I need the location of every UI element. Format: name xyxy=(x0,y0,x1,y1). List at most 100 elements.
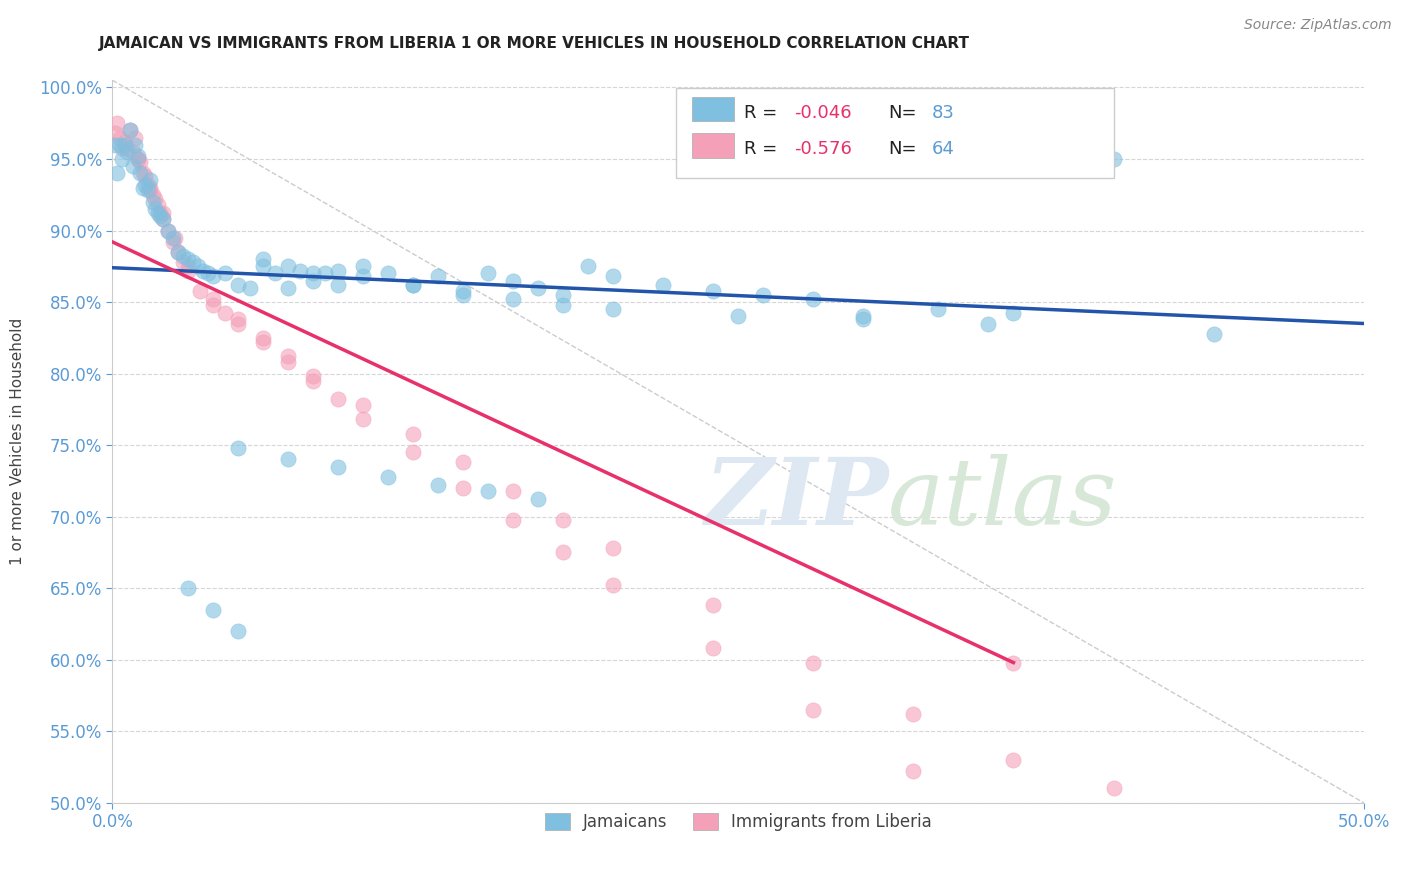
Point xyxy=(118,123,141,137)
Point xyxy=(176,260,198,274)
Point xyxy=(551,545,574,559)
Point xyxy=(477,483,499,498)
Point xyxy=(277,355,299,369)
Point xyxy=(121,145,143,159)
Point xyxy=(852,312,875,326)
Point xyxy=(1002,753,1025,767)
Point xyxy=(134,178,156,192)
Point xyxy=(314,267,336,281)
Point xyxy=(114,135,136,149)
Point xyxy=(152,206,174,220)
Point xyxy=(426,478,449,492)
Point xyxy=(117,140,139,154)
Point xyxy=(127,152,149,166)
Point xyxy=(1102,152,1125,166)
Point xyxy=(239,281,262,295)
Point xyxy=(602,302,624,317)
Point xyxy=(124,130,146,145)
Point xyxy=(801,656,824,670)
Point xyxy=(551,288,574,302)
Point xyxy=(377,267,399,281)
Point xyxy=(903,764,925,779)
Point xyxy=(226,277,249,292)
Point xyxy=(1202,326,1225,341)
Text: Source: ZipAtlas.com: Source: ZipAtlas.com xyxy=(1244,18,1392,32)
Point xyxy=(352,260,374,274)
Point xyxy=(146,206,169,220)
Point xyxy=(352,269,374,284)
Point xyxy=(277,281,299,295)
Point xyxy=(451,455,474,469)
Point xyxy=(176,581,198,595)
Point xyxy=(502,292,524,306)
Point xyxy=(141,187,163,202)
Point xyxy=(176,252,198,266)
Point xyxy=(326,459,349,474)
Point xyxy=(201,298,224,312)
Point xyxy=(141,194,163,209)
Text: N=: N= xyxy=(889,104,917,122)
Point xyxy=(402,426,425,441)
Text: atlas: atlas xyxy=(889,454,1118,544)
Point xyxy=(152,212,174,227)
Point xyxy=(136,178,159,192)
Point xyxy=(252,260,274,274)
Point xyxy=(277,260,299,274)
Point xyxy=(602,541,624,555)
Point xyxy=(104,126,127,140)
Point xyxy=(156,223,179,237)
Point xyxy=(801,292,824,306)
Point xyxy=(852,310,875,324)
Text: -0.576: -0.576 xyxy=(794,140,852,158)
Point xyxy=(149,206,172,220)
Point xyxy=(502,512,524,526)
Point xyxy=(801,703,824,717)
Point xyxy=(129,154,152,169)
Point xyxy=(226,312,249,326)
Text: 83: 83 xyxy=(932,104,955,122)
Point xyxy=(131,166,153,180)
Point xyxy=(191,263,214,277)
Point xyxy=(702,284,724,298)
Point xyxy=(752,288,775,302)
Point xyxy=(104,137,127,152)
Text: ZIP: ZIP xyxy=(704,454,889,544)
Point xyxy=(301,274,323,288)
Point xyxy=(139,184,162,198)
Point xyxy=(252,331,274,345)
FancyBboxPatch shape xyxy=(675,87,1114,178)
Text: N=: N= xyxy=(889,140,917,158)
Text: -0.046: -0.046 xyxy=(794,104,852,122)
Point xyxy=(551,512,574,526)
Point xyxy=(477,267,499,281)
Y-axis label: 1 or more Vehicles in Household: 1 or more Vehicles in Household xyxy=(10,318,25,566)
Point xyxy=(131,180,153,194)
Point xyxy=(402,277,425,292)
Point xyxy=(118,123,141,137)
Legend: Jamaicans, Immigrants from Liberia: Jamaicans, Immigrants from Liberia xyxy=(538,806,938,838)
Point xyxy=(107,116,129,130)
Point xyxy=(162,235,184,249)
Point xyxy=(1102,781,1125,796)
Point xyxy=(127,152,149,166)
Point xyxy=(136,184,159,198)
Point xyxy=(451,284,474,298)
Point xyxy=(124,137,146,152)
Point xyxy=(139,173,162,187)
Point xyxy=(166,244,188,259)
Point xyxy=(107,166,129,180)
Point xyxy=(301,374,323,388)
Point xyxy=(277,350,299,364)
Point xyxy=(197,267,219,281)
Point xyxy=(977,317,1000,331)
Point xyxy=(527,281,550,295)
Text: JAMAICAN VS IMMIGRANTS FROM LIBERIA 1 OR MORE VEHICLES IN HOUSEHOLD CORRELATION : JAMAICAN VS IMMIGRANTS FROM LIBERIA 1 OR… xyxy=(98,36,969,51)
Point xyxy=(927,302,949,317)
Point xyxy=(402,445,425,459)
Point xyxy=(377,469,399,483)
Point xyxy=(727,310,749,324)
Point xyxy=(166,244,188,259)
Text: R =: R = xyxy=(744,140,783,158)
Point xyxy=(451,481,474,495)
Point xyxy=(117,145,139,159)
